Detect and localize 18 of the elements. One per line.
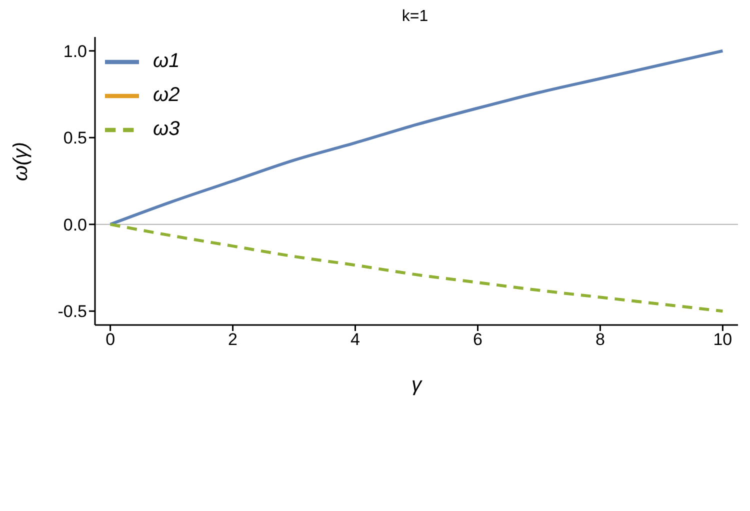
line-series	[108, 222, 724, 313]
legend-label: ω1	[153, 50, 180, 72]
x-tick-label: 6	[473, 330, 482, 350]
legend-label: ω3	[153, 118, 180, 140]
chart-title: k=1	[400, 8, 430, 26]
line-series	[108, 49, 724, 226]
y-tick-label: 0.5	[63, 128, 87, 148]
y-tick-label: 0.0	[63, 215, 87, 234]
y-axis-title: ω(γ)	[10, 142, 32, 181]
y-tick-label: -0.5	[58, 302, 87, 322]
y-tick-label: 1.0	[63, 42, 87, 61]
legend-label: ω2	[153, 84, 180, 106]
x-axis-title: γ	[412, 374, 422, 396]
x-tick-label: 2	[228, 330, 238, 350]
x-tick-label: 8	[595, 330, 605, 350]
x-tick-label: 0	[106, 330, 116, 350]
x-tick-label: 4	[350, 330, 360, 350]
x-tick-label: 10	[713, 330, 732, 350]
